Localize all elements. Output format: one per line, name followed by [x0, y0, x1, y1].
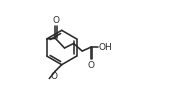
Text: O: O	[53, 16, 60, 25]
Text: OH: OH	[99, 43, 112, 52]
Text: O: O	[88, 61, 95, 70]
Text: O: O	[51, 72, 58, 81]
